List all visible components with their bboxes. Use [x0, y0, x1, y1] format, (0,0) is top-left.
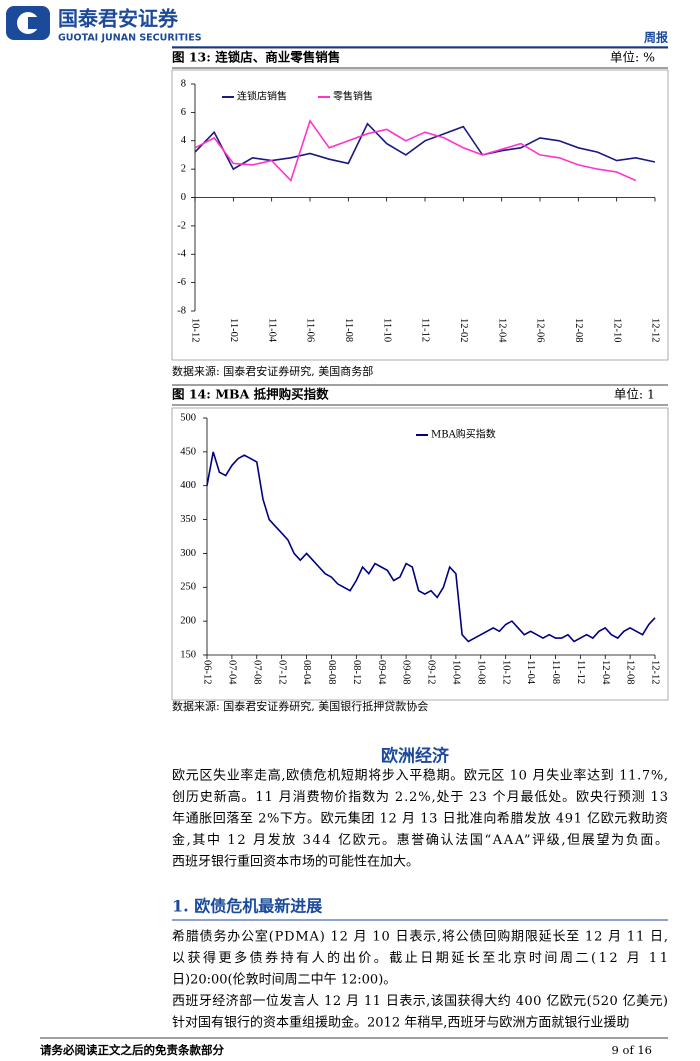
legend-label: MBA购买指数	[431, 428, 496, 441]
company-en: GUOTAI JUNAN SECURITIES	[58, 33, 202, 44]
x-tick-label: 07-04	[226, 660, 237, 685]
y-tick-label: -6	[177, 277, 186, 288]
x-tick-label: 11-12	[420, 318, 431, 342]
legend-label: 零售销售	[333, 90, 373, 103]
x-tick-label: 11-04	[525, 660, 536, 685]
body-line: 希腊债务办公室(PDMA) 12 月 10 日表示,将公债回购期限延长至 12 …	[172, 929, 668, 945]
body-line: 创历史新高。11 月消费物价指数为 2.2%,处于 23 个月最低处。欧央行预测…	[172, 789, 668, 805]
x-tick-label: 12-12	[650, 660, 661, 685]
body-line: 金,其中 12 月发放 344 亿欧元。惠誉确认法国“AAA”评级,但展望为负面…	[172, 832, 668, 848]
x-tick-label: 09-12	[426, 660, 437, 685]
x-tick-label: 12-06	[535, 318, 546, 343]
x-tick-label: 07-12	[276, 660, 287, 685]
y-tick-label: 4	[181, 135, 187, 146]
y-tick-label: 350	[180, 514, 196, 525]
report-type: 周报	[644, 30, 668, 45]
body-line: 以获得更多债券持有人的出价。截止日期延长至北京时间周二(12 月 11	[172, 950, 668, 966]
x-tick-label: 08-12	[351, 660, 362, 685]
x-tick-label: 11-08	[550, 660, 561, 684]
chart-frame	[171, 69, 669, 361]
figure-unit: 单位: 1	[614, 387, 655, 402]
x-tick-label: 12-12	[650, 318, 661, 343]
body-line: 西班牙银行重回资本市场的可能性在加大。	[172, 854, 419, 870]
series-line	[206, 451, 656, 643]
x-tick-label: 12-02	[458, 318, 469, 343]
figure-source: 数据来源: 国泰君安证券研究, 美国银行抵押贷款协会	[172, 699, 428, 713]
x-tick-label: 08-08	[326, 660, 337, 685]
y-tick-label: 400	[180, 480, 196, 491]
x-tick-label: 12-04	[600, 660, 611, 685]
y-tick-label: 2	[181, 164, 186, 175]
x-tick-label: 12-04	[496, 318, 507, 343]
chart-frame	[171, 407, 669, 701]
x-tick-label: 11-04	[266, 318, 277, 343]
y-tick-label: 200	[180, 616, 196, 627]
x-tick-label: 11-02	[228, 318, 239, 342]
x-tick-label: 11-08	[343, 318, 354, 342]
figure-title: 图 14: MBA 抵押购买指数	[172, 387, 329, 402]
footer-disclaimer: 请务必阅读正文之后的免责条款部分	[40, 1043, 224, 1057]
x-tick-label: 07-08	[251, 660, 262, 685]
y-tick-label: 450	[180, 446, 196, 457]
x-tick-label: 11-10	[381, 318, 392, 342]
x-tick-label: 09-08	[401, 660, 412, 685]
x-tick-label: 11-06	[305, 318, 316, 342]
y-tick-label: -4	[177, 249, 186, 260]
y-tick-label: 6	[181, 107, 186, 118]
y-tick-label: -8	[177, 305, 186, 316]
x-tick-label: 12-08	[573, 318, 584, 343]
figure-source: 数据来源: 国泰君安证券研究, 美国商务部	[172, 364, 373, 378]
x-tick-label: 10-12	[190, 318, 201, 343]
logo	[6, 6, 50, 40]
x-tick-label: 12-08	[625, 660, 636, 685]
subsection-title: 1. 欧债危机最新进展	[172, 897, 323, 916]
x-tick-label: 09-04	[376, 660, 387, 685]
body-line: 日)20:00(伦敦时间周二中午 12:00)。	[172, 972, 396, 988]
section-title: 欧洲经济	[381, 746, 450, 767]
y-tick-label: 0	[181, 192, 186, 203]
y-tick-label: 8	[181, 78, 186, 89]
y-tick-label: 300	[180, 548, 196, 559]
x-tick-label: 10-04	[450, 660, 461, 685]
y-tick-label: -2	[177, 220, 186, 231]
y-tick-label: 250	[180, 582, 196, 593]
x-tick-label: 11-12	[575, 660, 586, 684]
body-line: 针对国有银行的资本重组援助金。2012 年稍早,西班牙与欧洲方面就银行业援助	[172, 1015, 629, 1031]
figure-title: 图 13: 连锁店、商业零售销售	[172, 50, 340, 65]
body-line: 西班牙经济部一位发言人 12 月 11 日表示,该国获得大约 400 亿欧元(5…	[172, 993, 668, 1009]
x-tick-label: 10-08	[475, 660, 486, 685]
series-line	[194, 119, 637, 183]
x-tick-label: 06-12	[202, 660, 213, 685]
company-cn: 国泰君安证券	[58, 7, 179, 31]
y-tick-label: 150	[180, 649, 196, 660]
legend-label: 连锁店销售	[237, 90, 287, 103]
footer-page: 9 of 16	[612, 1043, 652, 1057]
x-tick-label: 12-10	[611, 318, 622, 343]
y-tick-label: 500	[180, 412, 196, 423]
body-line: 欧元区失业率走高,欧债危机短期将步入平稳期。欧元区 10 月失业率达到 11.7…	[172, 768, 668, 784]
x-tick-label: 08-04	[301, 660, 312, 685]
figure-unit: 单位: %	[610, 50, 655, 65]
body-line: 年通胀回落至 2%下方。欧元集团 12 月 13 日批准向希腊发放 491 亿欧…	[172, 811, 668, 827]
x-tick-label: 10-12	[500, 660, 511, 685]
